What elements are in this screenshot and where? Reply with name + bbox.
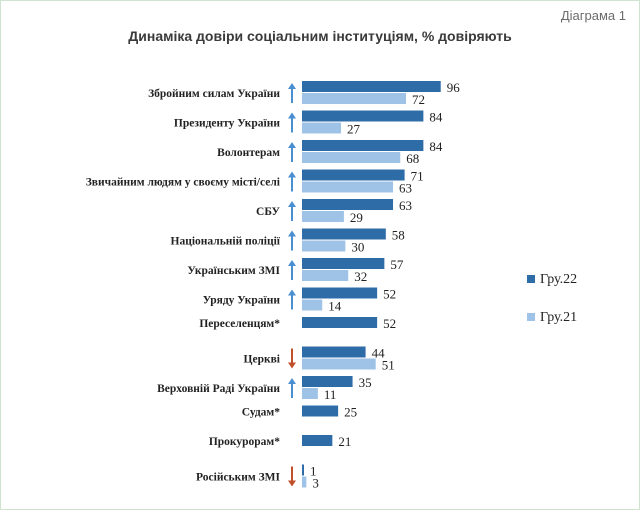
bar-gru22 [302, 81, 441, 92]
legend-label-gru22: Гру.22 [540, 272, 577, 287]
trend-down-arrow-icon [288, 480, 296, 487]
trend-up-arrow-icon [288, 112, 296, 119]
bar-gru22 [302, 405, 339, 417]
trend-up-arrow-icon [288, 378, 296, 384]
bar-gru22 [302, 169, 405, 181]
bar-gru22 [302, 346, 366, 358]
value-label: 3 [312, 476, 319, 491]
bar-gru22 [302, 228, 386, 240]
legend-swatch-gru22 [527, 275, 535, 283]
bar-gru21 [302, 388, 318, 399]
value-label: 21 [338, 434, 351, 449]
value-label: 44 [372, 346, 386, 361]
value-label: 35 [359, 375, 372, 390]
category-label: Президенту України [174, 118, 280, 130]
category-label: Національній поліції [171, 236, 281, 248]
value-label: 14 [328, 299, 342, 314]
value-label: 71 [411, 169, 424, 184]
bar-gru22 [302, 464, 304, 476]
bar-gru21 [302, 211, 344, 222]
bar-gru22 [302, 258, 385, 269]
category-label: Російським ЗМІ [196, 472, 280, 484]
value-label: 72 [412, 92, 425, 107]
category-label: Українським ЗМІ [187, 265, 280, 277]
legend-swatch-gru21 [527, 313, 535, 321]
category-label: Церкві [244, 354, 281, 366]
value-label: 51 [382, 358, 395, 373]
value-label: 63 [399, 181, 412, 196]
value-label: 84 [429, 139, 443, 154]
category-label: СБУ [256, 206, 281, 218]
value-label: 1 [310, 464, 317, 479]
value-label: 68 [406, 151, 419, 166]
category-label: Прокурорам* [209, 436, 280, 448]
category-label: Уряду України [203, 295, 281, 307]
value-label: 57 [390, 257, 404, 272]
bar-gru22 [302, 376, 353, 387]
bar-gru21 [302, 476, 307, 488]
bar-gru22 [302, 287, 378, 299]
bar-gru21 [302, 181, 394, 193]
bar-gru22 [302, 110, 424, 122]
category-label: Звичайним людям у своєму місті/селі [86, 177, 281, 189]
category-label: Судам* [242, 407, 280, 419]
bar-gru22 [302, 435, 333, 446]
category-label: Збройним силам України [148, 88, 280, 100]
trend-up-arrow-icon [288, 142, 296, 148]
trend-up-arrow-icon [288, 171, 296, 178]
trend-up-arrow-icon [288, 260, 296, 266]
value-label: 58 [392, 228, 405, 243]
value-label: 84 [429, 110, 443, 125]
bar-gru21 [302, 93, 407, 104]
trend-down-arrow-icon [288, 362, 296, 369]
category-label: Переселенцям* [199, 318, 280, 330]
bar-gru21 [302, 240, 346, 252]
bar-gru21 [302, 122, 342, 134]
bar-gru21 [302, 299, 323, 311]
value-label: 96 [447, 80, 461, 95]
diagram-number-label: Діаграма 1 [560, 8, 626, 23]
trend-up-arrow-icon [288, 230, 296, 237]
trend-up-arrow-icon [288, 83, 296, 89]
value-label: 52 [383, 287, 396, 302]
chart-title: Динаміка довіри соціальним інституціям, … [128, 28, 512, 44]
value-label: 29 [350, 210, 363, 225]
trend-up-arrow-icon [288, 289, 296, 296]
value-label: 30 [351, 240, 364, 255]
value-label: 25 [344, 405, 357, 420]
bar-gru21 [302, 270, 349, 281]
bar-gru22 [302, 199, 394, 210]
value-label: 27 [347, 122, 361, 137]
bar-gru22 [302, 317, 378, 328]
value-label: 52 [383, 316, 396, 331]
bar-gru22 [302, 140, 424, 151]
bar-gru21 [302, 358, 376, 370]
legend-label-gru21: Гру.21 [540, 310, 577, 325]
value-label: 63 [399, 198, 412, 213]
value-label: 11 [324, 387, 337, 402]
bar-gru21 [302, 152, 401, 163]
value-label: 32 [354, 269, 367, 284]
category-label: Волонтерам [217, 147, 280, 159]
category-label: Верховній Раді України [157, 383, 280, 395]
trend-up-arrow-icon [288, 201, 296, 207]
